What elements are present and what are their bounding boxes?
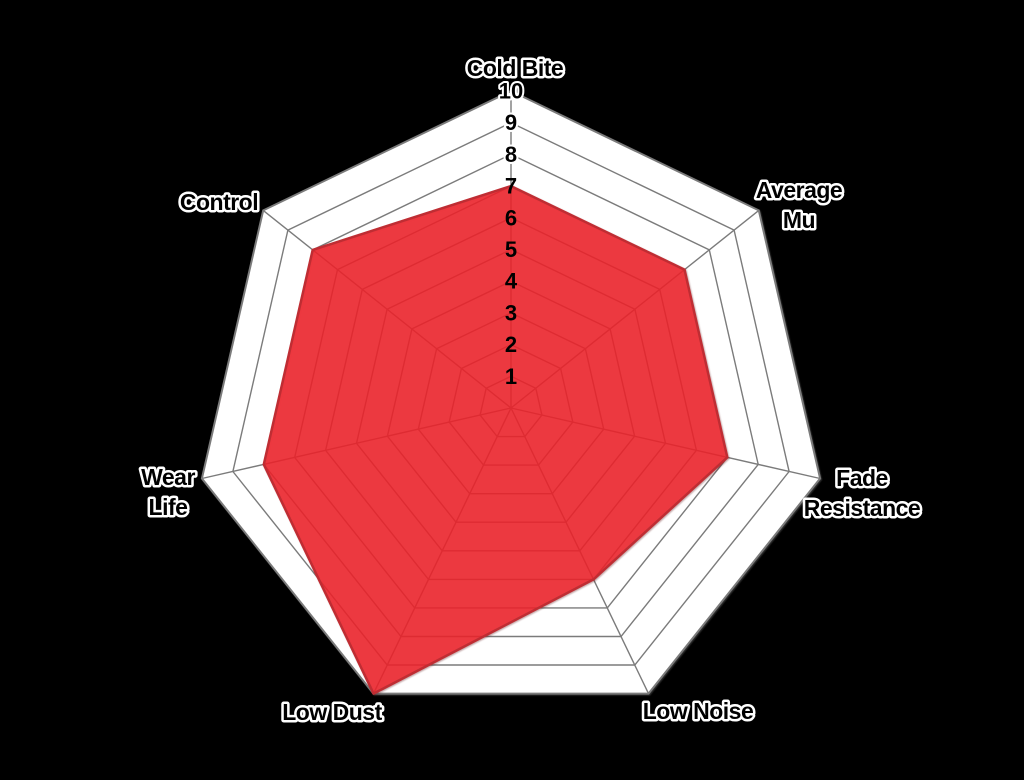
series-polygon-group xyxy=(262,184,729,695)
tick-label-3: 3 xyxy=(505,300,517,325)
axis-label-average-mu-line1: Average xyxy=(756,177,842,203)
tick-label-7: 7 xyxy=(505,174,517,199)
tick-label-1: 1 xyxy=(505,364,517,389)
tick-label-8: 8 xyxy=(505,142,517,167)
axis-label-fade-resistance-line1: Fade xyxy=(836,465,888,491)
tick-label-9: 9 xyxy=(505,110,517,135)
grid-ring-9 xyxy=(232,121,790,666)
axis-label-fade-resistance-line2: Resistance xyxy=(804,495,920,521)
axis-labels: Cold Bite Average Mu Fade Resistance Low Nois… xyxy=(139,53,924,728)
tick-label-4: 4 xyxy=(505,269,518,294)
tick-label-5: 5 xyxy=(505,237,517,262)
axis-label-low-dust: Low Dust xyxy=(282,699,382,725)
axis-label-cold-bite: Cold Bite xyxy=(467,55,563,81)
axis-label-wear-life-line1: Wear xyxy=(141,464,195,490)
tick-labels: 1 2 3 4 5 6 7 8 9 10 xyxy=(497,77,525,389)
tick-label-2: 2 xyxy=(505,332,517,357)
axis-label-control: Control xyxy=(180,189,258,215)
axis-label-average-mu-line2: Mu xyxy=(783,207,815,233)
axis-label-low-noise: Low Noise xyxy=(643,698,754,724)
tick-label-6: 6 xyxy=(505,205,517,230)
axis-label-wear-life-line2: Life xyxy=(149,494,188,520)
tick-label-10: 10 xyxy=(499,79,523,104)
series-polygon xyxy=(262,184,729,695)
